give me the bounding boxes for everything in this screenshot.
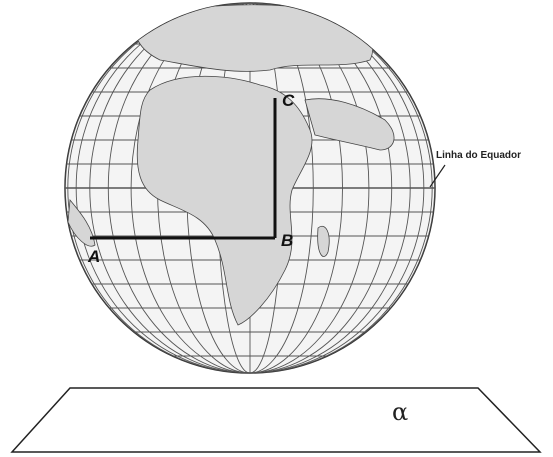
equator-label: Linha do Equador bbox=[436, 150, 521, 161]
longitude-line bbox=[89, 3, 411, 373]
point-a-label: A bbox=[87, 247, 100, 266]
plane bbox=[10, 387, 542, 453]
plane-label: α bbox=[392, 398, 408, 426]
longitude-line bbox=[107, 3, 393, 373]
point-c-label: C bbox=[282, 91, 295, 110]
longitude-line bbox=[75, 3, 425, 373]
point-b-label: B bbox=[281, 231, 293, 250]
longitude-line bbox=[67, 3, 433, 373]
equator-pointer bbox=[429, 164, 446, 188]
longitude-line bbox=[130, 3, 370, 373]
continents bbox=[67, 4, 395, 326]
